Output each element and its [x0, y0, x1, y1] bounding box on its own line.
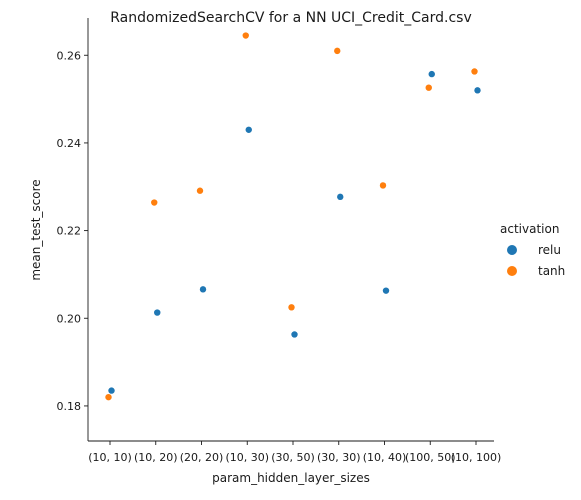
x-tick-label: (10, 40)	[363, 451, 407, 464]
x-tick-label: (100, 50)	[405, 451, 456, 464]
legend-title: activation	[500, 222, 559, 236]
x-tick-label: (20, 20)	[180, 451, 224, 464]
legend-marker-relu	[507, 245, 517, 255]
y-axis-label: mean_test_score	[29, 179, 43, 280]
data-point-relu	[108, 387, 114, 393]
data-point-relu	[383, 287, 389, 293]
x-tick-label: (30, 30)	[317, 451, 361, 464]
legend-label-relu: relu	[538, 243, 561, 257]
y-tick-label: 0.22	[57, 225, 82, 238]
y-ticks: 0.18 0.20 0.22 0.24 0.26	[57, 49, 89, 413]
data-point-tanh	[151, 199, 157, 205]
data-point-tanh	[288, 304, 294, 310]
data-points	[105, 32, 480, 400]
data-point-tanh	[426, 84, 432, 90]
data-point-tanh	[380, 182, 386, 188]
data-point-relu	[291, 331, 297, 337]
data-point-relu	[429, 71, 435, 77]
y-tick-label: 0.26	[57, 49, 82, 62]
data-point-relu	[154, 309, 160, 315]
x-tick-label: (10, 100)	[451, 451, 502, 464]
chart-title: RandomizedSearchCV for a NN UCI_Credit_C…	[110, 10, 471, 26]
data-point-tanh	[471, 68, 477, 74]
legend: activation relu tanh	[500, 222, 565, 278]
legend-marker-tanh	[507, 266, 517, 276]
x-tick-label: (10, 30)	[225, 451, 269, 464]
y-tick-label: 0.20	[57, 312, 82, 325]
data-point-relu	[200, 286, 206, 292]
plot-area: 0.18 0.20 0.22 0.24 0.26 (10, 10) (10, 20) (20…	[57, 18, 502, 464]
legend-label-tanh: tanh	[538, 264, 565, 278]
x-tick-label: (10, 10)	[88, 451, 132, 464]
data-point-tanh	[105, 394, 111, 400]
x-axis-label: param_hidden_layer_sizes	[212, 471, 370, 485]
x-tick-label: (10, 20)	[134, 451, 178, 464]
data-point-relu	[246, 127, 252, 133]
data-point-relu	[337, 194, 343, 200]
x-ticks: (10, 10) (10, 20) (20, 20) (10, 30) (30, 50)…	[88, 441, 501, 464]
data-point-relu	[474, 87, 480, 93]
data-point-tanh	[243, 32, 249, 38]
data-point-tanh	[197, 188, 203, 194]
x-tick-label: (30, 50)	[271, 451, 315, 464]
y-tick-label: 0.24	[57, 137, 82, 150]
data-point-tanh	[334, 48, 340, 54]
y-tick-label: 0.18	[57, 400, 82, 413]
